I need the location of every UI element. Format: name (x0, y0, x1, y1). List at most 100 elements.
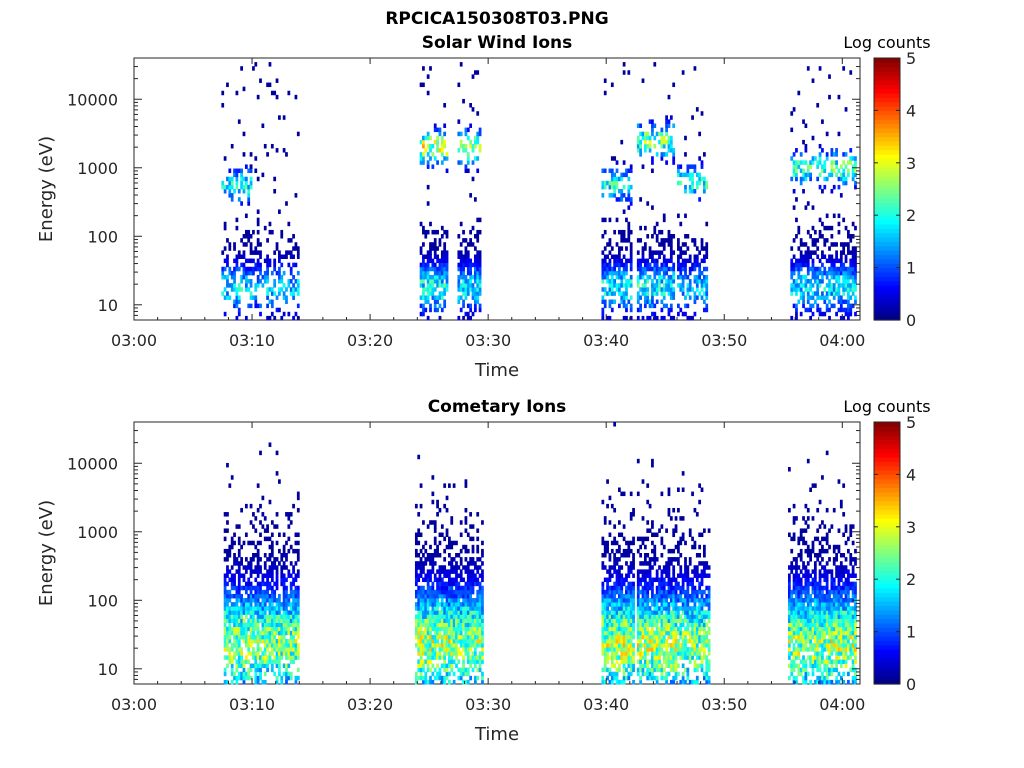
heatmap-cell (610, 283, 614, 288)
colorbar-swatch (874, 71, 900, 77)
heatmap-cell (433, 655, 437, 660)
heatmap-cell (450, 516, 454, 521)
heatmap-cell (646, 581, 650, 587)
heatmap-cell (695, 610, 699, 615)
heatmap-cell (655, 279, 659, 284)
heatmap-cell (228, 614, 232, 619)
heatmap-cell (450, 581, 454, 587)
heatmap-cell (849, 262, 853, 268)
heatmap-cell (422, 647, 425, 652)
heatmap-cell (698, 262, 702, 268)
heatmap-cell (247, 671, 251, 677)
heatmap-cell (275, 471, 279, 476)
heatmap-cell (700, 618, 704, 623)
heatmap-cell (259, 634, 262, 640)
heatmap-cell (636, 630, 640, 636)
heatmap-cell (448, 651, 451, 656)
heatmap-cell (646, 266, 650, 272)
heatmap-cell (679, 553, 683, 558)
heatmap-cell (414, 573, 418, 578)
heatmap-cell (677, 614, 680, 619)
heatmap-cell (289, 602, 293, 607)
heatmap-cell (672, 573, 676, 578)
heatmap-cell (608, 577, 612, 583)
heatmap-cell (422, 610, 425, 615)
heatmap-cell (471, 107, 475, 112)
heatmap-cell (667, 610, 671, 615)
heatmap-cell (844, 274, 848, 280)
heatmap-cell (469, 593, 473, 599)
heatmap-cell (667, 671, 671, 677)
heatmap-cell (651, 671, 654, 677)
heatmap-cell (651, 127, 654, 133)
heatmap-cell (655, 152, 659, 157)
heatmap-cell (230, 274, 234, 280)
heatmap-cell (679, 565, 683, 570)
heatmap-cell (854, 160, 857, 165)
heatmap-cell (462, 634, 465, 640)
heatmap-cell (632, 655, 635, 660)
heatmap-cell (270, 606, 274, 611)
heatmap-cell (851, 262, 855, 268)
heatmap-cell (691, 610, 694, 615)
heatmap-cell (665, 593, 668, 599)
heatmap-cell (610, 659, 614, 664)
heatmap-cell (639, 266, 643, 272)
heatmap-cell (832, 184, 836, 190)
heatmap-cell (627, 671, 631, 677)
heatmap-cell (296, 667, 300, 673)
heatmap-cell (646, 614, 650, 619)
heatmap-cell (466, 626, 470, 632)
heatmap-cell (627, 176, 631, 182)
heatmap-cell (674, 544, 678, 550)
heatmap-cell (242, 577, 246, 583)
heatmap-cell (677, 593, 680, 599)
heatmap-cell (629, 229, 633, 235)
heatmap-cell (797, 283, 801, 288)
heatmap-cell (613, 553, 617, 558)
heatmap-cell (842, 315, 846, 321)
heatmap-cell (292, 622, 295, 628)
heatmap-cell (790, 156, 794, 161)
heatmap-cell (252, 553, 255, 558)
heatmap-cell (252, 610, 255, 615)
heatmap-cell (254, 295, 258, 300)
heatmap-cell (285, 663, 288, 669)
heatmap-cell (223, 630, 227, 636)
heatmap-cell (825, 291, 829, 296)
heatmap-cell (436, 675, 439, 681)
heatmap-cell (431, 626, 435, 632)
heatmap-cell (273, 561, 277, 566)
heatmap-cell (686, 626, 690, 632)
heatmap-cell (287, 630, 291, 636)
heatmap-cell (620, 622, 624, 628)
heatmap-cell (426, 553, 430, 558)
heatmap-cell (653, 262, 657, 268)
heatmap-cell (629, 512, 633, 517)
heatmap-cell (613, 262, 617, 268)
heatmap-cell (438, 634, 442, 640)
heatmap-cell (601, 270, 605, 276)
heatmap-cell (233, 168, 236, 174)
heatmap-cell (429, 593, 432, 599)
heatmap-cell (601, 630, 605, 636)
heatmap-cell (443, 634, 447, 640)
heatmap-cell (280, 577, 284, 583)
heatmap-cell (282, 532, 286, 538)
heatmap-cell (473, 626, 477, 632)
heatmap-cell (613, 180, 617, 186)
heatmap-cell (698, 618, 702, 623)
heatmap-cell (287, 647, 291, 652)
heatmap-cell (608, 626, 612, 632)
heatmap-cell (422, 279, 425, 284)
heatmap-cell (651, 311, 654, 317)
heatmap-cell (464, 283, 468, 288)
heatmap-cell (247, 189, 251, 194)
heatmap-cell (450, 589, 454, 595)
heatmap-cell (263, 647, 267, 652)
heatmap-cell (431, 671, 435, 677)
heatmap-cell (469, 602, 473, 607)
heatmap-cell (641, 585, 645, 591)
heatmap-cell (481, 655, 484, 660)
heatmap-cell (235, 180, 239, 186)
